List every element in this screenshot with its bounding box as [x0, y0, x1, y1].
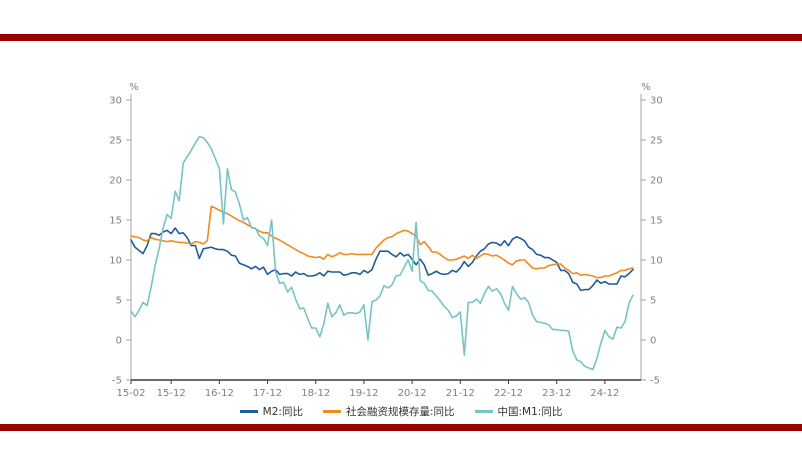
y-tick-label-left: 15	[109, 216, 122, 227]
y-tick-label-right: 15	[650, 216, 663, 227]
y-tick-label-left: 20	[109, 176, 122, 187]
y-tick-label-right: 30	[650, 96, 663, 107]
legend-swatch-m2-yoy	[239, 410, 258, 413]
x-tick-label: 20-12	[398, 388, 427, 399]
x-tick-label: 16-12	[205, 388, 234, 399]
legend-label-tsf-stock-yoy: 社会融资规模存量:同比	[345, 406, 455, 418]
y-tick-label-right: 10	[650, 256, 663, 267]
x-tick-label: 24-12	[590, 388, 619, 399]
chart-legend: M2:同比 社会融资规模存量:同比 中国:M1:同比	[0, 404, 802, 419]
y-tick-label-right: 5	[650, 296, 656, 307]
legend-swatch-china-m1-yoy	[474, 410, 493, 413]
bottom-red-bar	[0, 424, 802, 431]
x-tick-label: 22-12	[494, 388, 523, 399]
x-tick-label: 19-12	[349, 388, 378, 399]
y-unit-label-right: %	[641, 82, 651, 93]
legend-item-m2-yoy: M2:同比	[239, 404, 303, 419]
y-tick-label-left: 0	[116, 336, 122, 347]
x-tick-label: 18-12	[301, 388, 330, 399]
y-tick-label-left: -5	[112, 376, 122, 387]
legend-item-china-m1-yoy: 中国:M1:同比	[474, 404, 563, 419]
x-tick-label: 21-12	[446, 388, 475, 399]
series-line-china-m1-yoy	[130, 136, 634, 371]
y-tick-label-right: 25	[650, 136, 663, 147]
y-tick-label-right: -5	[650, 376, 660, 387]
x-tick-label: 17-12	[253, 388, 282, 399]
legend-swatch-tsf-stock-yoy	[322, 410, 341, 413]
y-tick-label-left: 25	[109, 136, 122, 147]
legend-label-m2-yoy: M2:同比	[262, 406, 303, 418]
legend-item-tsf-stock-yoy: 社会融资规模存量:同比	[322, 404, 455, 419]
series-line-m2-yoy	[130, 227, 634, 292]
y-unit-label-left: %	[129, 82, 139, 93]
y-tick-label-right: 0	[650, 336, 656, 347]
y-tick-label-left: 10	[109, 256, 122, 267]
y-tick-label-left: 5	[116, 296, 122, 307]
series-line-tsf-stock-yoy	[130, 205, 634, 279]
x-tick-label: 15-02	[116, 388, 145, 399]
legend-label-china-m1-yoy: 中国:M1:同比	[497, 406, 563, 418]
top-red-bar	[0, 34, 802, 41]
x-tick-label: 23-12	[542, 388, 571, 399]
y-tick-label-right: 20	[650, 176, 663, 187]
x-tick-label: 15-12	[157, 388, 186, 399]
y-tick-label-left: 30	[109, 96, 122, 107]
